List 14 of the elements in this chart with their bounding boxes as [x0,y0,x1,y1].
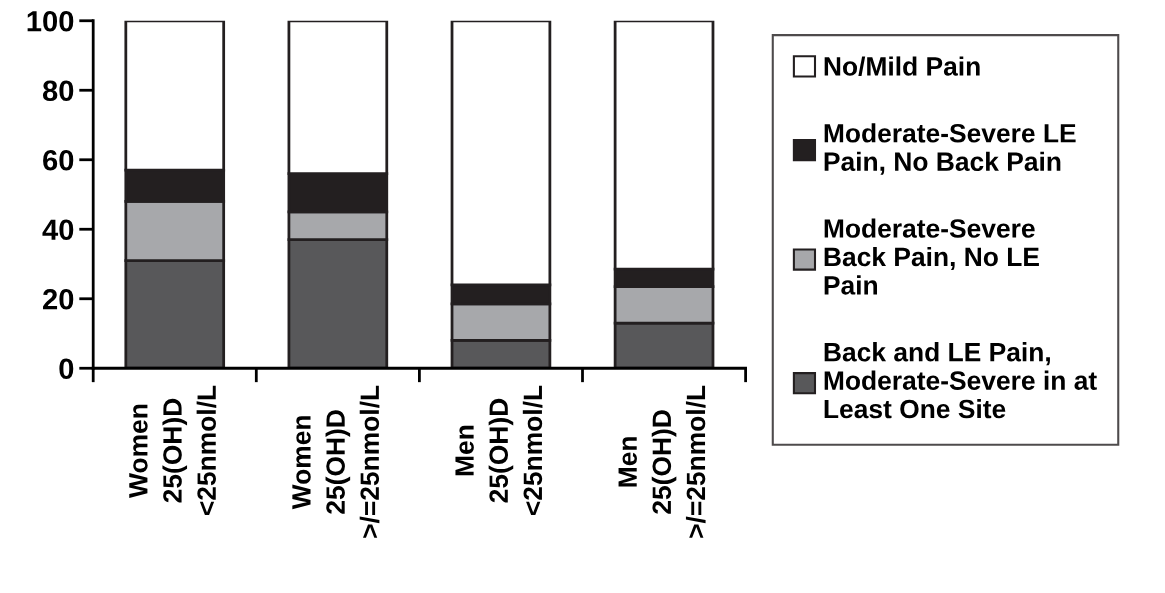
y-tick-label: 0 [59,358,74,380]
y-tick-label: 100 [27,10,74,32]
x-tick-label: Women 25(OH)D <25nmol/L [129,385,217,516]
y-tick-label: 60 [43,149,74,171]
y-tick-label: 80 [42,80,74,102]
x-tick-label: Women 25(OH)D >/=25nmol/L [292,385,380,538]
legend-label: Moderate-Severe Back Pain, No LE Pain [824,218,1039,295]
legend-label: Moderate-Severe LE Pain, No Back Pain [824,123,1076,175]
y-tick-label: 20 [43,288,74,310]
x-tick-label: Men 25(OH)D >/=25nmol/L [618,385,706,538]
x-tick-label: Men 25(OH)D <25nmol/L [455,385,543,516]
y-tick-label: 40 [42,219,74,241]
legend-label: Back and LE Pain, Moderate-Severe in at Least One Site [824,342,1097,419]
legend-label: No/Mild Pain [824,56,980,77]
